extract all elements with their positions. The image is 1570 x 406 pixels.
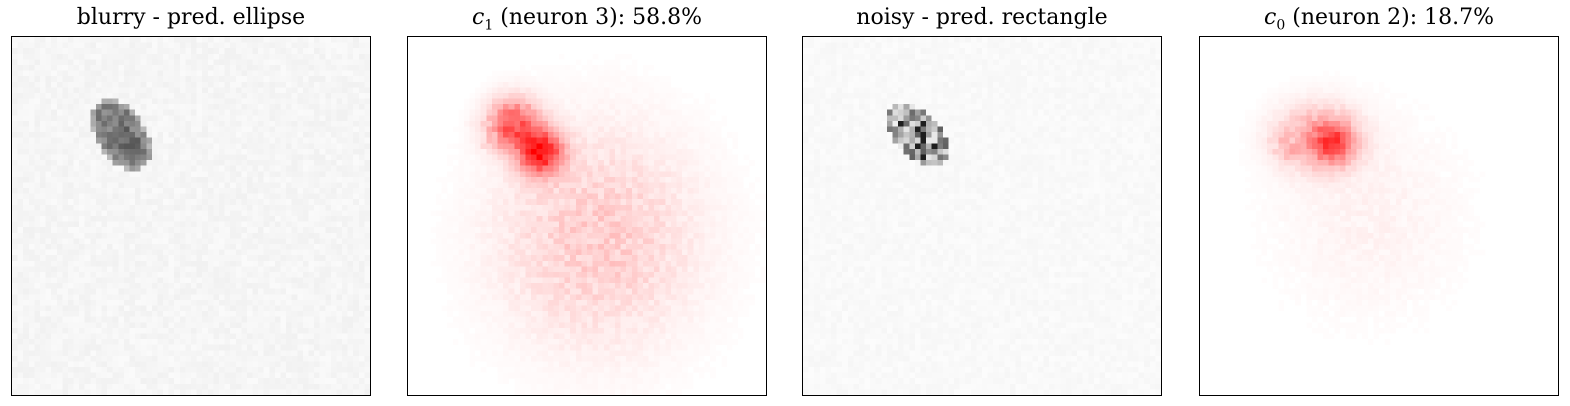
blurry-ellipse-image — [12, 37, 370, 395]
panel-title: c1 (neuron 3): 58.8% — [407, 5, 767, 33]
panel-title-suffix: (neuron 3): 58.8% — [493, 5, 702, 30]
panel-title: c0 (neuron 2): 18.7% — [1199, 5, 1559, 33]
image-frame — [407, 36, 767, 396]
panel-noisy-input: noisy - pred. rectangle — [802, 0, 1162, 406]
image-frame — [802, 36, 1162, 396]
image-frame — [1199, 36, 1559, 396]
noisy-ellipse-image — [803, 37, 1161, 395]
panel-title-text: noisy - pred. rectangle — [856, 5, 1108, 30]
panel-title: blurry - pred. ellipse — [11, 5, 371, 30]
c0-heatmap-image — [1239, 70, 1486, 345]
panel-title: noisy - pred. rectangle — [802, 5, 1162, 30]
panel-title-suffix: (neuron 2): 18.7% — [1285, 5, 1494, 30]
panel-c0-relevance: c0 (neuron 2): 18.7% — [1199, 0, 1559, 406]
image-frame — [11, 36, 371, 396]
panel-title-symbol: c — [1264, 5, 1277, 30]
panel-title-symbol: c — [472, 5, 485, 30]
panel-blurry-input: blurry - pred. ellipse — [11, 0, 371, 406]
c1-heatmap-image — [430, 53, 766, 395]
panel-c1-relevance: c1 (neuron 3): 58.8% — [407, 0, 767, 406]
panel-title-subscript: 1 — [484, 17, 494, 34]
panel-title-text: blurry - pred. ellipse — [76, 5, 306, 30]
panel-title-subscript: 0 — [1276, 17, 1286, 34]
